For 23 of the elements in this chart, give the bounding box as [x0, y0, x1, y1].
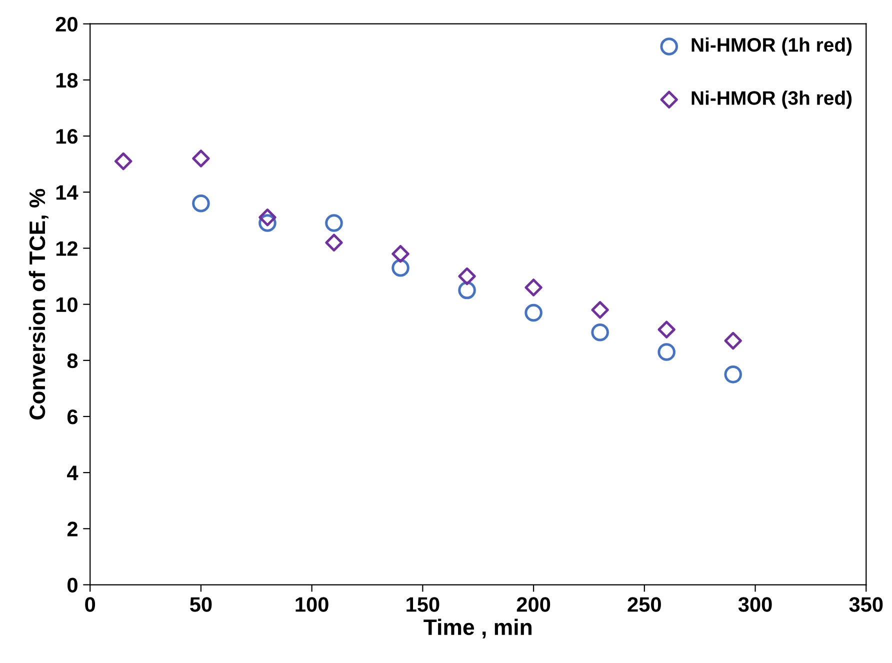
x-axis-title: Time , min: [424, 618, 532, 638]
x-tick-label: 200: [516, 597, 550, 612]
y-tick-label: 10: [56, 297, 78, 312]
y-tick-label: 4: [67, 466, 78, 480]
y-tick-label: 6: [67, 410, 78, 424]
x-tick-label: 250: [628, 597, 661, 612]
y-tick-label: 0: [68, 578, 78, 593]
y-tick-label: 18: [56, 72, 78, 88]
x-tick-label: 0: [85, 597, 96, 612]
y-axis-title: Conversion of TCE, %: [28, 188, 48, 420]
y-tick-label: 16: [56, 129, 78, 144]
legend-label: Ni-HMOR (3h red): [692, 90, 852, 109]
y-tick-label: 12: [56, 241, 78, 256]
x-tick-label: 350: [849, 597, 883, 612]
x-tick-label: 50: [190, 597, 212, 612]
legend-label: Ni-HMOR (1h red): [692, 37, 852, 56]
y-tick-label: 8: [67, 353, 78, 368]
y-tick-label: 14: [56, 185, 78, 200]
x-tick-label: 300: [738, 597, 772, 612]
x-tick-label: 150: [406, 597, 440, 612]
y-tick-label: 20: [56, 16, 78, 32]
y-tick-label: 2: [67, 522, 78, 536]
x-tick-label: 100: [296, 597, 328, 612]
